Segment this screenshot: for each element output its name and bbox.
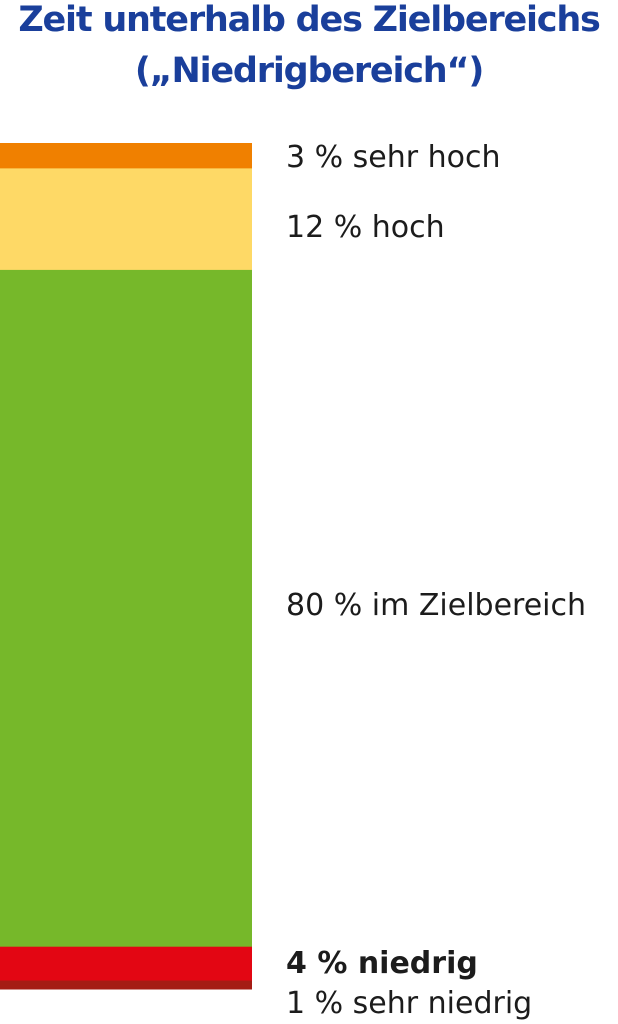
chart-title-line2: („Niedrigbereich“): [134, 51, 484, 91]
segment-label-5: 1 % sehr niedrig: [286, 986, 532, 1021]
segment-label-2: 12 % hoch: [286, 210, 445, 245]
bar-segment-5: [0, 980, 252, 990]
bar-segment-3: [0, 269, 252, 948]
bar-segment-4: [0, 946, 252, 982]
bar-segment-1: [0, 143, 252, 169]
segment-label-1: 3 % sehr hoch: [286, 140, 501, 175]
segment-label-3: 80 % im Zielbereich: [286, 588, 586, 623]
segment-label-4: 4 % niedrig: [286, 946, 478, 981]
bar-segment-2: [0, 168, 252, 271]
chart-title-line1: Zeit unterhalb des Zielbereichs: [18, 0, 601, 40]
segment-labels: 3 % sehr hoch 12 % hoch 80 % im Zielbereic…: [286, 140, 586, 1021]
bar-segments: [0, 143, 252, 990]
